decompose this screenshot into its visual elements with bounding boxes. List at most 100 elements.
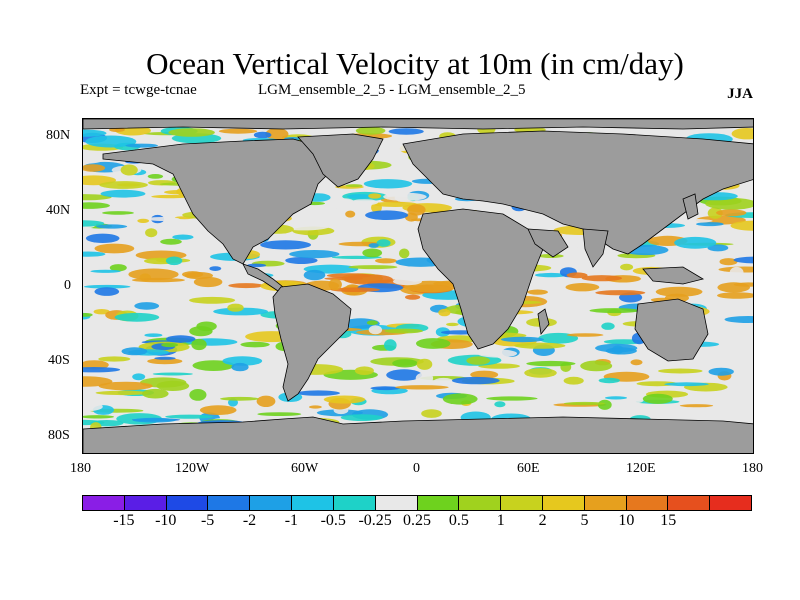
- colorbar-label: 0.25: [403, 512, 431, 529]
- velocity-patch: [168, 128, 215, 137]
- velocity-patch: [707, 207, 723, 219]
- velocity-patch: [289, 250, 340, 259]
- colorbar-box: [375, 496, 418, 510]
- velocity-patch: [705, 197, 753, 210]
- lon-label: 180: [742, 461, 763, 476]
- velocity-patch: [368, 193, 382, 199]
- velocity-patch: [388, 128, 424, 135]
- season-label: JJA: [727, 86, 753, 102]
- velocity-patch: [620, 263, 634, 271]
- velocity-patch: [260, 240, 311, 250]
- velocity-patch: [350, 199, 379, 206]
- velocity-patch: [384, 328, 424, 334]
- velocity-patch: [601, 322, 615, 330]
- velocity-patch: [432, 377, 455, 387]
- velocity-patch: [421, 409, 442, 418]
- velocity-patch: [146, 217, 180, 221]
- colorbar-box: [166, 496, 209, 510]
- velocity-patch: [160, 238, 182, 245]
- colorbar-label: -5: [200, 512, 215, 529]
- velocity-patch: [477, 349, 518, 358]
- velocity-patch: [85, 233, 120, 243]
- velocity-patch: [93, 309, 110, 315]
- velocity-patch: [165, 256, 183, 266]
- velocity-patch: [151, 194, 189, 199]
- velocity-patch: [83, 284, 131, 289]
- velocity-patch: [83, 202, 110, 209]
- velocity-patch: [383, 192, 427, 201]
- colorbar-box: [501, 496, 543, 510]
- velocity-patch: [514, 342, 566, 349]
- velocity-patch: [679, 404, 714, 408]
- velocity-patch: [494, 401, 506, 408]
- velocity-patch: [189, 296, 236, 304]
- velocity-patch: [156, 380, 190, 391]
- velocity-patch: [368, 243, 379, 248]
- velocity-patch: [526, 360, 576, 367]
- velocity-patch: [707, 244, 729, 252]
- velocity-patch: [729, 266, 744, 279]
- velocity-patch: [172, 234, 194, 240]
- colorbar-box: [542, 496, 585, 510]
- colorbar-label: -10: [155, 512, 177, 529]
- velocity-patch: [566, 333, 604, 337]
- velocity-patch: [565, 283, 600, 292]
- velocity-patch: [99, 181, 148, 189]
- map-canvas: [83, 119, 753, 453]
- velocity-patch: [717, 292, 753, 299]
- velocity-patch: [524, 368, 557, 378]
- velocity-patch: [345, 184, 363, 188]
- land-arctic: [83, 119, 753, 130]
- land-africa: [417, 208, 544, 350]
- velocity-patch: [152, 372, 193, 376]
- velocity-patch: [375, 258, 397, 264]
- velocity-patch: [209, 266, 222, 271]
- land-antarctica: [83, 416, 753, 453]
- velocity-patch: [731, 128, 753, 140]
- colorbar-box: [124, 496, 167, 510]
- velocity-patch: [189, 389, 207, 401]
- colorbar-box: [208, 496, 251, 510]
- velocity-patch: [386, 369, 422, 381]
- velocity-patch: [581, 275, 622, 282]
- colorbar-box: [710, 496, 751, 510]
- velocity-patch: [563, 376, 584, 385]
- velocity-patch: [83, 401, 103, 412]
- velocity-patch: [132, 417, 176, 423]
- velocity-patch: [442, 393, 478, 405]
- velocity-patch: [154, 356, 176, 360]
- velocity-patch: [326, 273, 372, 278]
- velocity-patch: [340, 414, 383, 421]
- velocity-patch: [149, 204, 194, 216]
- runs-label: LGM_ensemble_2_5 - LGM_ensemble_2_5: [258, 82, 526, 98]
- velocity-patch: [330, 287, 380, 292]
- colorbar-label: -1: [284, 512, 299, 529]
- colorbar-label: 0.5: [448, 512, 469, 529]
- lon-label: 120W: [175, 461, 210, 476]
- velocity-patch: [191, 338, 207, 351]
- velocity-patch: [366, 320, 378, 325]
- velocity-patch: [98, 356, 131, 362]
- velocity-patch: [368, 325, 383, 335]
- colorbar-box: [459, 496, 502, 510]
- velocity-patch: [716, 209, 747, 217]
- velocity-patch: [664, 382, 709, 387]
- land-eurasia: [402, 130, 753, 255]
- velocity-patch: [257, 412, 302, 416]
- velocity-patch: [83, 251, 106, 257]
- velocity-patch: [674, 236, 717, 249]
- land-south-america: [272, 283, 352, 402]
- velocity-patch: [114, 312, 160, 322]
- velocity-patch: [348, 265, 398, 270]
- velocity-patch: [466, 356, 491, 365]
- velocity-patch: [256, 395, 276, 407]
- velocity-patch: [227, 303, 244, 312]
- velocity-patch: [219, 396, 260, 401]
- velocity-patch: [446, 322, 459, 327]
- colorbar-box: [417, 496, 460, 510]
- velocity-patch: [627, 396, 644, 404]
- velocity-patch: [399, 248, 410, 259]
- velocity-patch: [83, 367, 121, 373]
- experiment-label: Expt = tcwge-tcnae: [80, 82, 197, 98]
- velocity-patch: [655, 286, 703, 297]
